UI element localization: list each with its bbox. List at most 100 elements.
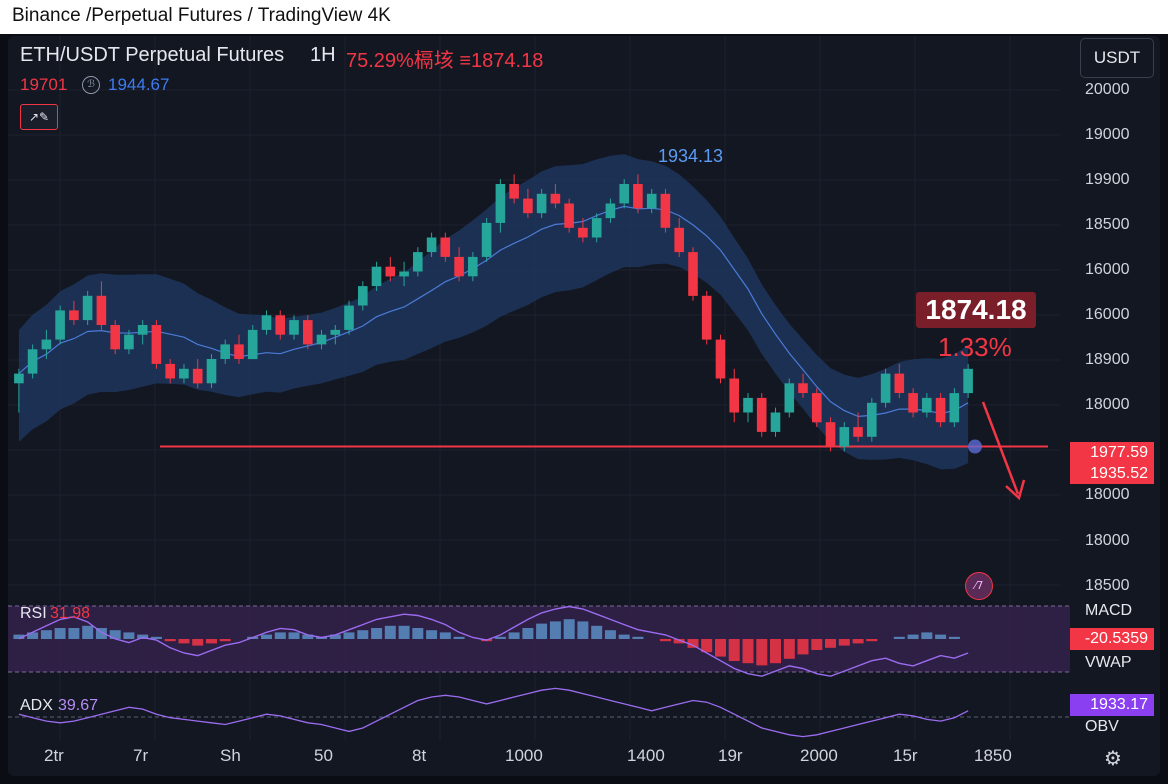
bollinger-band xyxy=(18,154,969,470)
candle-body xyxy=(756,397,767,432)
macd-bar xyxy=(756,639,768,666)
candle-body xyxy=(179,368,189,379)
macd-bar xyxy=(288,632,300,639)
candle-body xyxy=(523,198,533,214)
candle-body xyxy=(550,193,561,204)
price-tag-lower: 1935.52 xyxy=(1070,463,1154,484)
time-axis-label: 15r xyxy=(893,746,918,765)
candle-body xyxy=(688,252,698,296)
macd-bar xyxy=(563,619,575,639)
candle-body xyxy=(399,271,409,277)
macd-bar xyxy=(192,639,204,646)
macd-bar xyxy=(852,639,864,644)
peak-annotation: 1934.13 xyxy=(658,146,724,166)
candle-body xyxy=(536,193,547,214)
projection-arrowhead xyxy=(1005,479,1026,501)
time-axis-label: 2000 xyxy=(800,746,838,765)
candle-body xyxy=(619,184,629,204)
macd-bar xyxy=(618,634,630,639)
macd-bar xyxy=(219,639,231,642)
macd-bar xyxy=(343,632,355,639)
adx-line xyxy=(18,687,969,738)
macd-bar xyxy=(549,621,561,639)
candle-body xyxy=(330,329,341,335)
candle-body xyxy=(798,383,808,393)
macd-bar xyxy=(825,639,836,648)
macd-bar xyxy=(715,639,726,657)
macd-bar xyxy=(164,639,176,642)
macd-bar xyxy=(95,628,107,639)
price-axis-label: 18000 xyxy=(1085,396,1130,413)
macd-bar xyxy=(935,634,947,639)
sub-value-right: 1944.67 xyxy=(108,75,170,94)
last-price-callout: 1874.18 xyxy=(916,292,1036,328)
drawing-tool-button[interactable]: ↗✎ xyxy=(20,104,58,130)
candle-body xyxy=(27,349,38,374)
macd-bar xyxy=(687,639,699,648)
candle-body xyxy=(82,295,93,321)
candle-body xyxy=(922,397,932,413)
support-marker xyxy=(968,439,982,454)
macd-bar xyxy=(178,639,190,644)
last-change-callout: 1.33% xyxy=(938,332,1012,362)
macd-bar xyxy=(660,639,671,642)
candle-body xyxy=(303,320,313,345)
gear-icon[interactable]: ⚙ xyxy=(1104,746,1122,770)
drawing-tool-icon: ↗✎ xyxy=(28,110,50,124)
candle-body xyxy=(137,325,148,335)
time-axis-label: 8t xyxy=(412,746,427,765)
macd-bar xyxy=(206,639,217,644)
rsi-label[interactable]: RSI xyxy=(20,605,47,622)
macd-bar xyxy=(150,636,162,639)
macd-bar xyxy=(261,634,272,639)
interval-label[interactable]: 1H xyxy=(310,44,336,66)
indicator-source-icon: ℬ xyxy=(82,76,100,94)
price-axis-label: 18000 xyxy=(1085,486,1130,503)
time-axis-label: Sh xyxy=(220,746,241,765)
candle-body xyxy=(41,339,52,350)
macd-bar xyxy=(591,625,603,639)
candle-body xyxy=(949,393,960,423)
adx-label[interactable]: ADX xyxy=(20,697,53,714)
macd-bar xyxy=(948,636,960,639)
candle-body xyxy=(853,427,863,437)
currency-selector[interactable]: USDT xyxy=(1080,38,1154,78)
price-axis-label: 19900 xyxy=(1085,171,1130,188)
candle-body xyxy=(564,203,574,228)
candle-body xyxy=(495,184,506,223)
projection-arrow xyxy=(981,401,1020,495)
macd-bar xyxy=(274,632,286,639)
candle-body xyxy=(55,310,65,340)
time-axis-label: 1850 xyxy=(974,746,1012,765)
candle-body xyxy=(867,402,877,437)
obv-value-tag: 1933.17 xyxy=(1070,694,1154,716)
macd-bar xyxy=(82,625,94,639)
price-axis-label: 16000 xyxy=(1085,306,1130,323)
macd-bar xyxy=(357,630,369,639)
time-axis-label: 19r xyxy=(718,746,743,765)
candle-body xyxy=(385,266,396,277)
macd-bar xyxy=(893,636,905,639)
candle-body xyxy=(468,256,478,277)
candle-body xyxy=(578,227,588,238)
candle-body xyxy=(206,359,217,384)
macd-bar xyxy=(453,636,465,639)
candle-body xyxy=(646,193,657,209)
macd-bar xyxy=(907,634,919,639)
candle-body xyxy=(275,315,285,335)
macd-bar xyxy=(921,632,933,639)
time-axis-label: 1400 xyxy=(627,746,665,765)
macd-bar xyxy=(27,632,39,639)
macd-bar xyxy=(426,630,438,639)
alert-icon[interactable]: ⁄7 xyxy=(965,572,993,600)
macd-bar xyxy=(811,639,823,650)
macd-bar xyxy=(329,634,341,639)
time-axis-label: 1000 xyxy=(505,746,543,765)
macd-bar xyxy=(866,639,878,642)
candle-body xyxy=(413,252,423,272)
symbol-label[interactable]: ETH/USDT Perpetual Futures xyxy=(20,44,285,66)
rsi-line xyxy=(18,605,969,677)
candle-body xyxy=(110,325,120,350)
candle-body xyxy=(440,237,451,257)
